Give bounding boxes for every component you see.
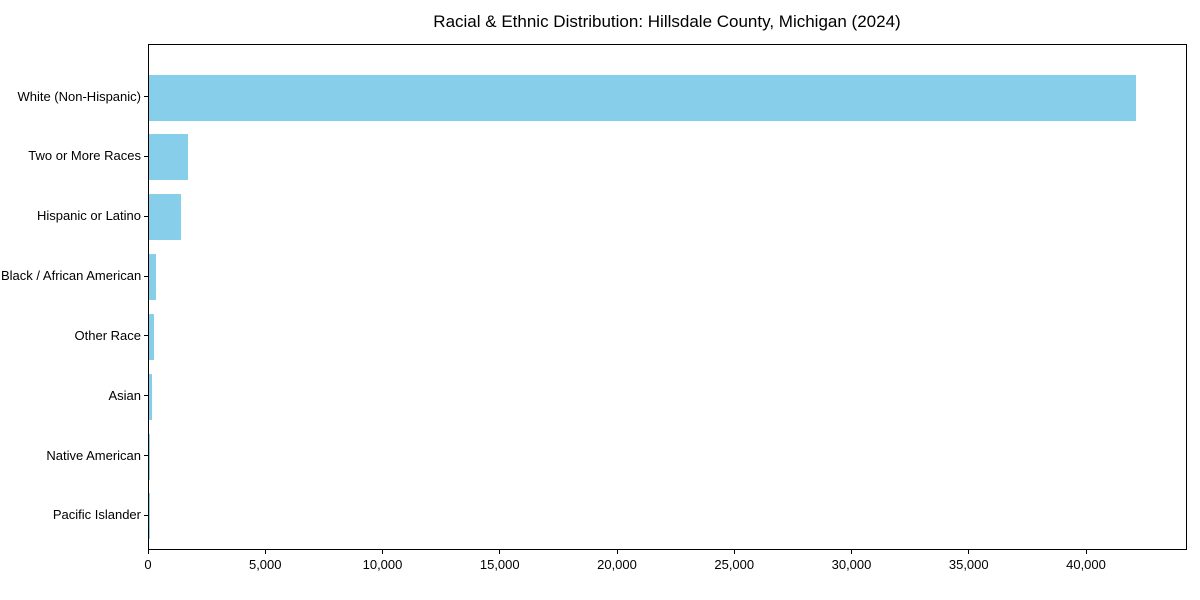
y-axis-label: Pacific Islander (52, 507, 141, 523)
y-tick-mark (144, 215, 148, 217)
bar (149, 134, 189, 181)
y-axis-label: Other Race (74, 327, 141, 343)
y-tick-mark (144, 335, 148, 337)
y-axis-label: Asian (108, 387, 141, 403)
x-tick-label: 0 (144, 557, 152, 572)
x-tick-mark (616, 550, 618, 554)
x-tick-mark (382, 550, 383, 554)
x-tick-mark (1085, 550, 1087, 554)
y-axis-label: Two or More Races (28, 148, 141, 164)
bar (149, 74, 1137, 121)
y-tick-mark (144, 155, 148, 157)
x-tick-label: 35,000 (948, 557, 989, 572)
x-tick-mark (499, 550, 501, 554)
x-tick-label: 30,000 (831, 557, 872, 572)
x-tick-mark (968, 550, 970, 554)
y-axis-label: Hispanic or Latino (36, 208, 141, 224)
y-axis-label: Black / African American (1, 268, 142, 284)
y-tick-mark (144, 395, 148, 397)
x-tick-mark (851, 550, 852, 554)
bar (149, 313, 155, 360)
x-tick-mark (733, 550, 735, 554)
bar (149, 194, 182, 241)
y-axis-label: Native American (46, 447, 141, 463)
y-axis-label: White (Non-Hispanic) (17, 88, 141, 104)
chart-title: Racial & Ethnic Distribution: Hillsdale … (433, 12, 901, 31)
bar (149, 254, 157, 301)
x-tick-label: 5,000 (248, 557, 282, 572)
bar (149, 433, 151, 480)
x-tick-label: 40,000 (1066, 557, 1106, 572)
y-tick-mark (144, 455, 148, 457)
x-tick-label: 15,000 (479, 557, 520, 572)
x-tick-label: 10,000 (362, 557, 403, 572)
x-tick-label: 20,000 (597, 557, 637, 572)
x-tick-label: 25,000 (714, 557, 755, 572)
bar (149, 373, 153, 420)
plot-area (148, 44, 1187, 550)
y-tick-mark (144, 514, 148, 516)
x-tick-mark (264, 550, 266, 554)
y-tick-mark (144, 275, 148, 277)
y-tick-mark (144, 96, 148, 97)
x-tick-mark (147, 550, 149, 554)
